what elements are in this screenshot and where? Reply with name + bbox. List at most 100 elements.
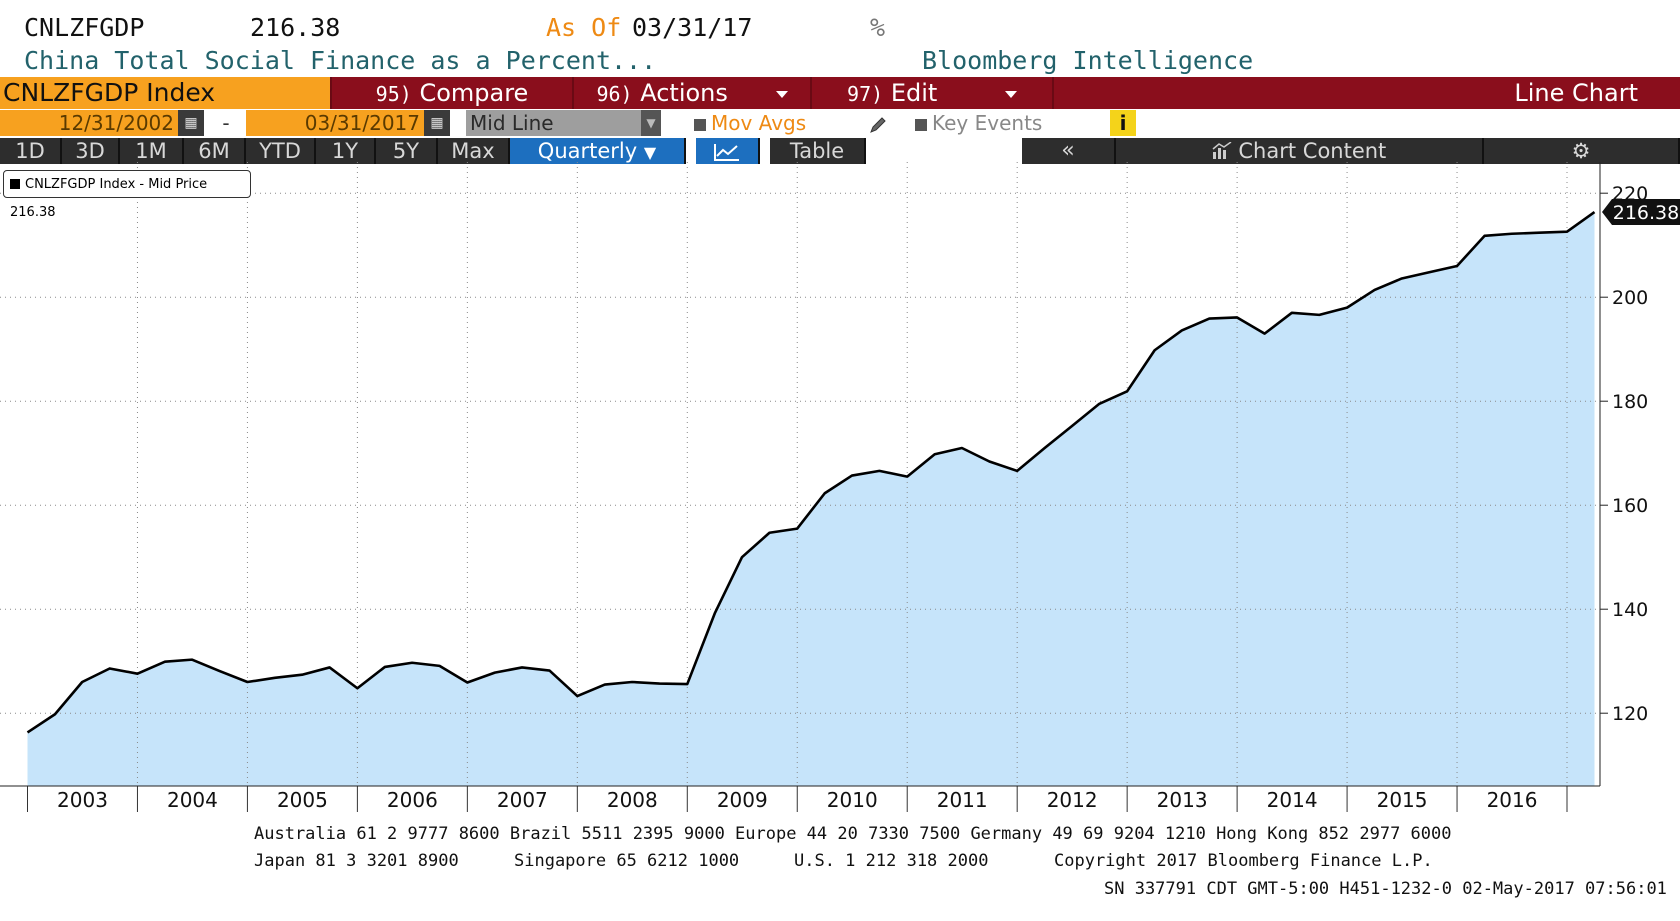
data-point [410, 661, 414, 665]
x-tick-label: 2003 [57, 788, 108, 812]
data-point [108, 666, 112, 670]
data-point [355, 686, 359, 690]
data-point [1043, 446, 1047, 450]
data-point [383, 665, 387, 669]
data-point [1345, 306, 1349, 310]
data-point [1015, 469, 1019, 473]
x-tick-label: 2016 [1487, 788, 1538, 812]
data-point [1290, 311, 1294, 315]
frequency-label: Quarterly [537, 139, 638, 163]
legend-swatch [10, 179, 20, 189]
frequency-select[interactable]: Quarterly ▼ [510, 138, 686, 164]
x-tick-label: 2006 [387, 788, 438, 812]
x-tick-label: 2009 [717, 788, 768, 812]
line-type-select[interactable]: Mid Line [466, 110, 641, 136]
area-fill [27, 212, 1595, 787]
data-point [713, 611, 717, 615]
data-point [1153, 348, 1157, 352]
mov-avgs-label: Mov Avgs [711, 111, 807, 135]
data-point [328, 665, 332, 669]
data-point [575, 694, 579, 698]
data-point [465, 681, 469, 685]
data-point [603, 683, 607, 687]
data-point [850, 474, 854, 478]
data-point [1263, 332, 1267, 336]
data-point [823, 491, 827, 495]
data-point [1427, 270, 1431, 274]
gear-icon[interactable]: ⚙ [1484, 138, 1680, 164]
pencil-icon[interactable] [866, 110, 890, 136]
data-point [163, 660, 167, 664]
period-button-max[interactable]: Max [438, 138, 510, 164]
data-point [1235, 315, 1239, 319]
x-tick-label: 2007 [497, 788, 548, 812]
ticker-label: CNLZFGDP [24, 13, 145, 42]
mov-avgs-toggle[interactable]: Mov Avgs [694, 110, 806, 136]
chevron-down-icon [775, 90, 788, 98]
data-point [25, 730, 29, 734]
data-point [1317, 313, 1321, 317]
chart-type-label[interactable]: Line Chart [1052, 77, 1680, 109]
period-button-1y[interactable]: 1Y [316, 138, 376, 164]
x-tick-label: 2011 [937, 788, 988, 812]
chevron-down-icon[interactable]: ▼ [641, 110, 661, 136]
series-line [26, 210, 1596, 734]
key-events-toggle[interactable]: Key Events [915, 110, 1042, 136]
checkbox-icon [915, 118, 927, 131]
edit-menu[interactable]: 97) Edit [810, 77, 1052, 109]
data-point [273, 676, 277, 680]
period-button-1m[interactable]: 1M [120, 138, 184, 164]
chart-style-icon[interactable] [696, 138, 760, 164]
data-point [1207, 317, 1211, 321]
checkbox-icon [694, 118, 706, 131]
index-security-field[interactable]: CNLZFGDP Index [0, 77, 330, 109]
x-tick-label: 2013 [1157, 788, 1208, 812]
data-point [438, 664, 442, 668]
chart-legend: CNLZFGDP Index - Mid Price 216.38 [3, 170, 251, 220]
key-events-label: Key Events [932, 111, 1043, 135]
data-point [1070, 424, 1074, 428]
period-button-1d[interactable]: 1D [0, 138, 62, 164]
data-point [767, 531, 771, 535]
chart-content-button[interactable]: Chart Content [1116, 138, 1484, 164]
data-point [795, 527, 799, 531]
chevron-down-icon [1004, 90, 1017, 98]
data-point [960, 446, 964, 450]
end-date-field[interactable]: 03/31/2017 [246, 110, 424, 136]
footer-japan: Japan 81 3 3201 8900 [254, 851, 459, 871]
actions-num: 96) [596, 82, 633, 106]
chevron-down-icon: ▼ [643, 143, 657, 162]
table-button[interactable]: Table [770, 138, 866, 164]
legend-label: CNLZFGDP Index - Mid Price 216.38 [10, 177, 208, 220]
collapse-icon[interactable]: « [1022, 138, 1116, 164]
data-point [548, 669, 552, 673]
x-tick-label: 2012 [1047, 788, 1098, 812]
source-label: Bloomberg Intelligence [922, 46, 1254, 75]
period-button-ytd[interactable]: YTD [246, 138, 316, 164]
actions-menu[interactable]: 96) Actions [572, 77, 810, 109]
calendar-icon[interactable]: ▦ [424, 110, 450, 136]
as-of-date: 03/31/17 [632, 13, 753, 42]
security-description: China Total Social Finance as a Percent.… [24, 46, 657, 75]
period-button-6m[interactable]: 6M [184, 138, 246, 164]
info-icon[interactable]: i [1110, 110, 1136, 136]
data-point [657, 682, 661, 686]
as-of-label: As Of [546, 13, 622, 42]
data-point [1537, 231, 1541, 235]
last-value-tag-label: 216.38 [1613, 202, 1679, 224]
period-button-5y[interactable]: 5Y [376, 138, 438, 164]
x-tick-label: 2010 [827, 788, 878, 812]
y-tick-label: 160 [1612, 495, 1648, 517]
data-point [245, 680, 249, 684]
data-point [1483, 234, 1487, 238]
start-date-field[interactable]: 12/31/2002 [0, 110, 178, 136]
calendar-icon[interactable]: ▦ [178, 110, 204, 136]
period-button-3d[interactable]: 3D [62, 138, 120, 164]
data-point [1125, 389, 1129, 393]
compare-menu[interactable]: 95) Compare [330, 77, 572, 109]
chart-content-label: Chart Content [1238, 139, 1387, 163]
data-point [1565, 230, 1569, 234]
edit-num: 97) [847, 82, 884, 106]
compare-num: 95) [375, 82, 412, 106]
